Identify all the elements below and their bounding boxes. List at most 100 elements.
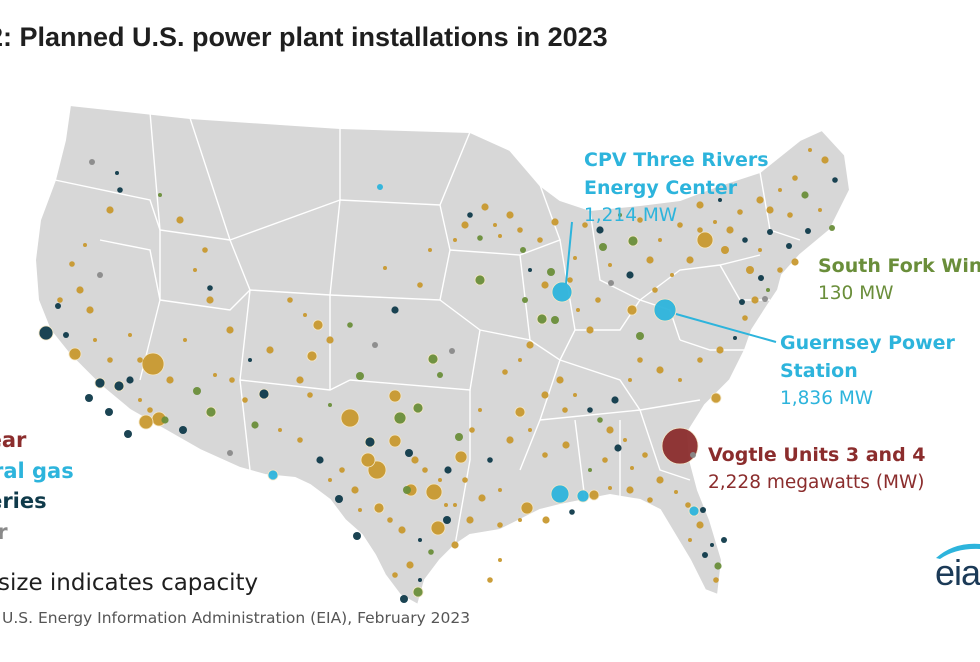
plant-marker [737,209,743,215]
plant-marker [161,416,169,424]
plant-marker [637,357,643,363]
plant-marker [762,296,768,302]
plant-marker [124,430,132,438]
plant-marker [520,247,526,253]
plant-marker [767,229,773,235]
plant-marker [437,372,443,378]
plant-marker [226,326,234,334]
plant-markers [38,148,838,603]
plant-marker [364,436,376,448]
plant-marker [656,476,664,484]
plant-marker [630,466,634,470]
plant-marker [69,261,75,267]
plant-marker [718,198,722,202]
callout-capacity: 2,228 megawatts (MW) [708,472,925,493]
plant-marker [469,427,475,433]
plant-marker [126,376,134,384]
plant-marker [166,376,174,384]
legend-batteries: tteries [0,489,47,513]
plant-marker [614,444,622,452]
plant-marker [792,175,798,181]
plant-marker [746,266,754,274]
callout-guernsey-power-station: Guernsey Power Station 1,836 MW [780,329,955,412]
plant-marker [588,468,592,472]
plant-marker [498,488,502,492]
plant-marker [661,427,699,465]
plant-marker [57,297,63,303]
plant-marker [608,280,614,286]
plant-marker [312,319,324,331]
plant-marker [307,392,313,398]
plant-marker [596,226,604,234]
plant-marker [636,332,644,340]
plant-marker [141,352,165,376]
plant-marker [400,595,408,603]
plant-marker [599,243,607,251]
plant-marker [202,247,208,253]
plant-marker [453,503,457,507]
plant-marker [453,238,457,242]
plant-marker [541,391,549,399]
plant-marker [576,489,590,503]
plant-marker [808,148,812,152]
state-borders [54,111,801,546]
plant-marker [801,191,809,199]
plant-marker [787,212,793,218]
plant-marker [267,469,279,481]
plant-marker [597,417,603,423]
plant-marker [107,357,113,363]
plant-marker [536,313,548,325]
plant-marker [685,502,691,508]
plant-marker [303,313,307,317]
plant-marker [697,357,703,363]
plant-marker [562,407,568,413]
plant-marker [68,347,82,361]
plant-marker [115,171,119,175]
plant-marker [696,201,704,209]
plant-marker [688,505,700,517]
plant-marker [542,452,548,458]
plant-marker [742,237,748,243]
plant-marker [287,297,293,303]
plant-marker [83,243,87,247]
callout-name-line-1: Vogtle Units 3 and 4 [708,444,926,466]
plant-marker [158,193,162,197]
plant-marker [670,273,674,277]
callout-vogtle-units: Vogtle Units 3 and 4 2,228 megawatts (MW… [708,441,926,496]
legend: lar nd clear tural gas tteries her [0,364,74,547]
callout-name-line-1: South Fork Win [818,255,980,277]
plant-marker [618,213,622,217]
plant-marker [696,521,704,529]
plant-marker [113,380,125,392]
plant-marker [758,275,764,281]
callout-cpv-three-rivers: CPV Three Rivers Energy Center 1,214 MW [584,146,769,229]
plant-marker [328,478,332,482]
callout-capacity: 1,836 MW [780,388,874,409]
plant-marker [786,243,792,249]
plant-marker [205,406,217,418]
plant-marker [514,406,526,418]
plant-marker [105,408,113,416]
plant-marker [326,336,334,344]
plant-marker [573,256,577,260]
plant-marker [588,489,600,501]
plant-marker [742,315,748,321]
plant-marker [444,503,448,507]
plant-marker [721,246,729,254]
plant-marker [430,520,446,536]
size-note: size indicates capacity [0,570,259,596]
plant-marker [595,297,601,303]
plant-marker [93,338,97,342]
plant-marker [805,228,811,234]
plant-marker [551,218,559,226]
plant-marker [462,477,468,483]
plant-marker [412,586,424,598]
plant-marker [411,456,419,464]
plant-marker [537,237,543,243]
plant-marker [832,177,838,183]
plant-marker [417,282,423,288]
plant-marker [97,272,103,278]
plant-marker [551,281,573,303]
plant-marker [791,258,799,266]
plant-marker [360,452,376,468]
